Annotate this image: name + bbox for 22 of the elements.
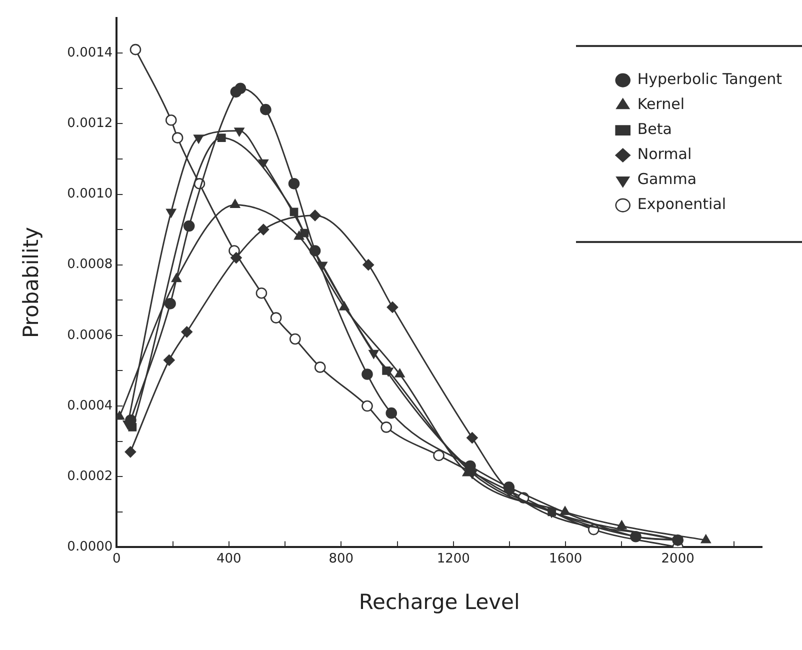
x-tick-label: 2000 [661,551,694,566]
x-tick-label: 1200 [436,551,470,566]
y-tick-label: 0.0006 [67,328,113,343]
y-tick-label: 0.0012 [67,116,113,132]
legend-label: Exponential [637,195,726,214]
y-tick-label: 0.0002 [67,468,113,484]
x-tick-label: 800 [328,551,354,566]
x-tick-label: 400 [216,551,242,566]
y-tick-label: 0.0008 [67,257,113,272]
x-tick-label: 0 [112,551,121,566]
legend-label: Beta [637,120,672,138]
y-tick-label: 0.0004 [67,398,113,414]
legend-label: Kernel [637,95,684,114]
x-tick-label: 1600 [549,551,582,566]
y-tick-label: 0.0000 [67,540,113,555]
y-tick-label: 0.0010 [67,186,113,202]
legend-label: Gamma [637,170,697,188]
legend-label: Normal [637,145,692,164]
legend-label: Hyperbolic Tangent [637,70,782,88]
x-axis-title: Recharge Level [358,590,520,614]
y-axis-title: Probability [19,226,44,338]
y-tick-label: 0.0014 [67,45,113,60]
